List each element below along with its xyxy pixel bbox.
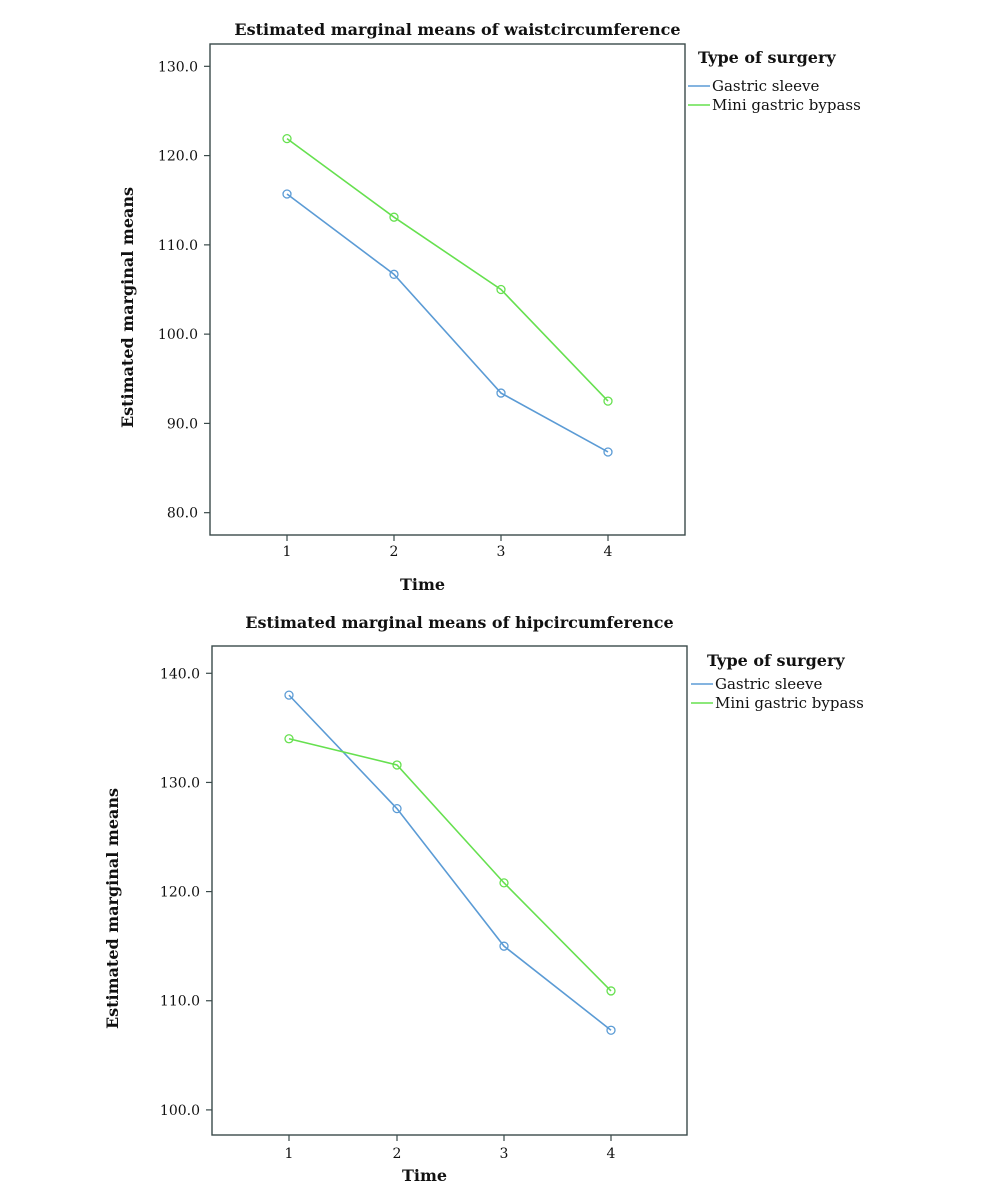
- chart1-point-mini-gastric-bypass: [389, 212, 399, 222]
- chart2-title: Estimated marginal means of hipcircumfer…: [245, 613, 673, 632]
- chart1-point-gastric-sleeve: [603, 447, 613, 457]
- chart2-point-gastric-sleeve: [499, 941, 509, 951]
- chart2-x-tick-label: 3: [500, 1146, 509, 1162]
- chart1-y-tick-label: 110.0: [158, 238, 198, 254]
- chart1-series-line-gastric-sleeve: [286, 193, 609, 453]
- chart1-legend-title: Type of surgery: [698, 48, 836, 67]
- chart1-x-axis-label: Time: [400, 575, 445, 594]
- chart2-legend-label: Mini gastric bypass: [715, 694, 864, 712]
- chart1-point-mini-gastric-bypass: [496, 284, 506, 295]
- chart2-series-line-gastric-sleeve: [288, 694, 612, 1031]
- chart1-x-tick-label: 1: [283, 544, 292, 560]
- chart1-y-tick-label: 100.0: [158, 327, 198, 343]
- chart2-point-mini-gastric-bypass: [499, 878, 509, 888]
- chart1-y-tick-label: 90.0: [167, 416, 198, 432]
- chart1-x-tick-label: 2: [390, 544, 399, 560]
- chart1-y-axis-label: Estimated marginal means: [118, 187, 137, 428]
- chart2-legend-title: Type of surgery: [707, 651, 845, 670]
- chart1-legend-label: Gastric sleeve: [712, 77, 820, 95]
- chart2-y-tick-label: 100.0: [160, 1103, 200, 1119]
- chart2-point-gastric-sleeve: [392, 803, 402, 814]
- chart1-point-mini-gastric-bypass: [282, 133, 292, 144]
- chart1-series-line-mini-gastric-bypass: [286, 137, 609, 402]
- chart2-point-mini-gastric-bypass: [606, 986, 616, 996]
- chart1-point-gastric-sleeve: [389, 269, 399, 279]
- chart2-point-gastric-sleeve: [284, 690, 294, 700]
- chart1-x-tick-label: 4: [604, 544, 613, 560]
- chart1-y-tick-label: 130.0: [158, 59, 198, 75]
- chart2-x-tick-label: 2: [393, 1146, 402, 1162]
- chart2-plot-frame: [211, 645, 688, 1136]
- chart1-point-gastric-sleeve: [496, 388, 506, 398]
- chart2-x-tick-label: 1: [285, 1146, 294, 1162]
- chart1-y-tick-label: 120.0: [158, 149, 198, 165]
- chart2-y-tick-label: 130.0: [160, 775, 200, 791]
- chart1-point-mini-gastric-bypass: [603, 396, 613, 406]
- chart1-legend-label: Mini gastric bypass: [712, 96, 861, 114]
- chart1-x-tick-label: 3: [497, 544, 506, 560]
- chart2-y-tick-label: 140.0: [160, 666, 200, 682]
- chart2-y-tick-label: 120.0: [160, 885, 200, 901]
- chart2-legend-label: Gastric sleeve: [715, 675, 823, 693]
- chart2-series-line-mini-gastric-bypass: [288, 738, 612, 992]
- chart2-y-axis-label: Estimated marginal means: [103, 788, 122, 1029]
- chart1-title: Estimated marginal means of waistcircumf…: [234, 20, 680, 39]
- chart1-plot-frame: [209, 43, 686, 536]
- chart2-x-tick-label: 4: [607, 1146, 616, 1162]
- chart1-y-tick-label: 80.0: [167, 506, 198, 522]
- chart2-x-axis-label: Time: [402, 1166, 447, 1185]
- chart2-point-mini-gastric-bypass: [284, 734, 294, 744]
- chart2-point-gastric-sleeve: [606, 1025, 616, 1035]
- chart1-point-gastric-sleeve: [282, 189, 292, 199]
- chart2-point-mini-gastric-bypass: [392, 760, 402, 770]
- chart2-y-tick-label: 110.0: [160, 994, 200, 1010]
